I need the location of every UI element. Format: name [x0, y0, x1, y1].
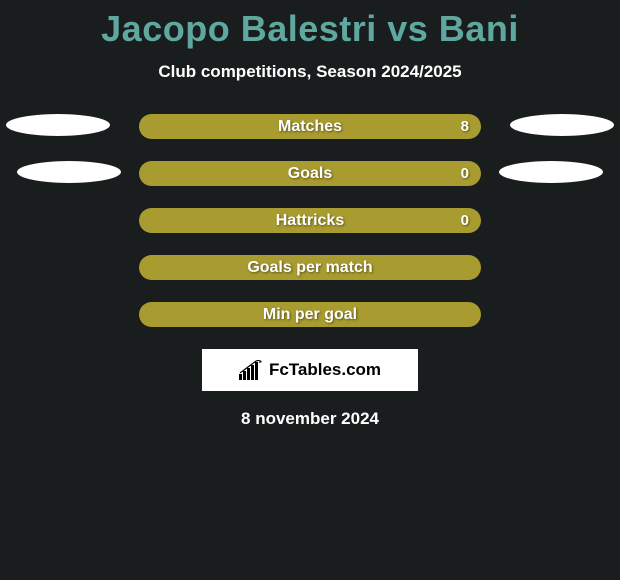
stat-label: Matches [278, 118, 342, 136]
stat-value: 0 [461, 212, 469, 229]
stat-row-matches: Matches 8 [0, 114, 620, 139]
player-left-marker [17, 161, 121, 183]
stat-value: 0 [461, 165, 469, 182]
player-right-marker [499, 161, 603, 183]
generated-date: 8 november 2024 [241, 409, 379, 429]
stat-label: Hattricks [276, 212, 344, 230]
stat-bar: Matches 8 [139, 114, 481, 139]
chart-icon [239, 360, 263, 380]
stat-bar: Hattricks 0 [139, 208, 481, 233]
source-logo[interactable]: FcTables.com [202, 349, 418, 391]
stat-bar: Goals per match [139, 255, 481, 280]
stat-value: 8 [461, 118, 469, 135]
stat-label: Goals per match [247, 259, 372, 277]
player-right-marker [510, 114, 614, 136]
stat-label: Min per goal [263, 306, 357, 324]
stat-row-goals-per-match: Goals per match [0, 255, 620, 280]
logo-text: FcTables.com [269, 360, 381, 380]
page-subtitle: Club competitions, Season 2024/2025 [158, 62, 461, 82]
page-title: Jacopo Balestri vs Bani [101, 8, 519, 50]
stat-bar: Goals 0 [139, 161, 481, 186]
stat-label: Goals [288, 165, 332, 183]
player-left-marker [6, 114, 110, 136]
stat-row-min-per-goal: Min per goal [0, 302, 620, 327]
comparison-widget: Jacopo Balestri vs Bani Club competition… [0, 0, 620, 429]
stat-row-goals: Goals 0 [0, 161, 620, 186]
stat-row-hattricks: Hattricks 0 [0, 208, 620, 233]
stat-bar: Min per goal [139, 302, 481, 327]
stats-rows: Matches 8 Goals 0 Hattricks 0 Goals per … [0, 114, 620, 327]
